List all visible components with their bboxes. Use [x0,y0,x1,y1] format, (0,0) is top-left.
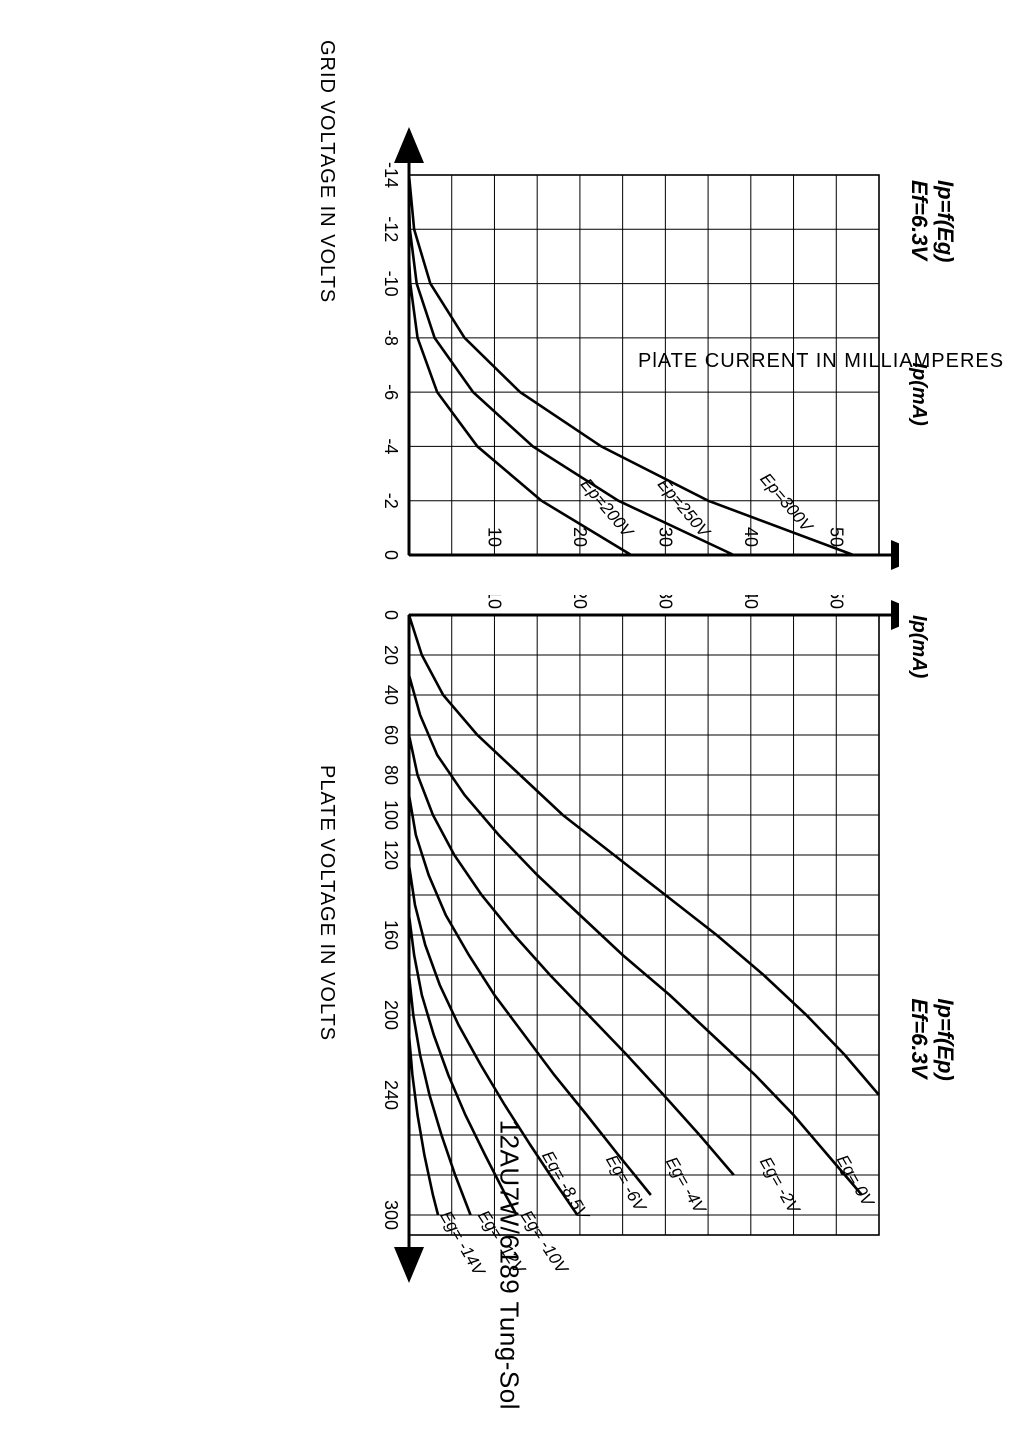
chart2-caption-2: Ef=6.3V [905,998,931,1081]
svg-text:30: 30 [656,595,676,609]
svg-text:-6: -6 [381,384,401,400]
svg-text:80: 80 [381,765,401,785]
svg-text:-12: -12 [381,216,401,242]
chart1-x-title: GRID VOLTAGE IN VOLTS [315,40,338,440]
svg-text:-14: -14 [381,162,401,188]
svg-text:60: 60 [381,725,401,745]
svg-text:40: 40 [741,527,761,547]
svg-text:50: 50 [826,595,846,609]
svg-text:300: 300 [381,1200,401,1230]
svg-text:30: 30 [656,527,676,547]
chart2-ip-label: Ip(mA) [907,615,930,678]
svg-text:40: 40 [741,595,761,609]
svg-text:0: 0 [381,550,401,560]
svg-text:200: 200 [381,1000,401,1030]
chart1-caption-1: Ip=f(Eg) [932,180,958,263]
svg-text:120: 120 [381,840,401,870]
svg-text:160: 160 [381,920,401,950]
chart2-x-title: PLATE VOLTAGE IN VOLTS [315,765,338,1165]
svg-text:-8: -8 [381,330,401,346]
svg-text:20: 20 [570,527,590,547]
svg-text:10: 10 [485,527,505,547]
svg-text:Eg= -2V: Eg= -2V [756,1154,804,1219]
svg-text:10: 10 [485,595,505,609]
svg-text:Eg= -8.5V: Eg= -8.5V [538,1148,593,1225]
svg-text:20: 20 [381,645,401,665]
chart-plate-voltage: Ip(mA) Ip=f(Ep) Ef=6.3V 0 20 40 60 80 100 120 1… [354,595,958,1295]
svg-text:50: 50 [826,527,846,547]
svg-text:-4: -4 [381,438,401,454]
svg-text:Ep=300V: Ep=300V [757,469,818,536]
svg-text:-10: -10 [381,271,401,297]
svg-text:100: 100 [381,800,401,830]
svg-text:240: 240 [381,1080,401,1110]
svg-text:40: 40 [381,685,401,705]
svg-text:0: 0 [381,610,401,620]
svg-text:Eg= -4V: Eg= -4V [662,1154,710,1219]
svg-text:20: 20 [570,595,590,609]
chart2-svg: 0 20 40 60 80 100 120 160 200 240 300 10 20 30 40 50 Eg=… [359,595,899,1315]
svg-text:Eg= 0V: Eg= 0V [833,1152,878,1212]
shared-y-label: PlATE CURRENT IN MILLIAMPERES [638,350,1004,373]
chart2-caption-1: Ip=f(Ep) [932,998,958,1081]
chart1-caption-2: Ef=6.3V [905,180,931,263]
svg-text:-2: -2 [381,493,401,509]
chart-grid-voltage: Ip=f(Eg) Ef=6.3V Ip(mA) 0-2-4-6-8-10-12-… [354,120,958,560]
chart1-svg: 0-2-4-6-8-10-12-141020304050Ep=300VEp=25… [359,120,899,575]
